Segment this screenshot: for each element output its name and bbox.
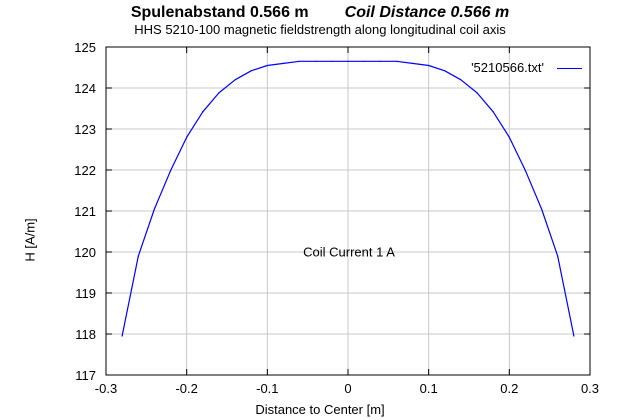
coil-current-annotation: Coil Current 1 A xyxy=(303,244,395,260)
y-tick-label: 117 xyxy=(75,368,96,383)
data-point xyxy=(137,255,139,257)
legend-swatch xyxy=(557,68,582,69)
data-point xyxy=(282,62,285,64)
data-point xyxy=(250,70,252,72)
series xyxy=(121,60,575,337)
data-point xyxy=(524,170,527,172)
data-point xyxy=(299,60,301,62)
x-axis-label: Distance to Center [m] xyxy=(255,402,385,417)
y-axis-label: H [A/m] xyxy=(22,218,38,262)
y-tick-label: 119 xyxy=(75,286,96,301)
y-tick-label: 125 xyxy=(74,40,96,55)
axis-ticks: -0.3 -0.2 -0.1 0 0.1 0.2 0.3 117 118 119 120 121 122… xyxy=(74,40,599,396)
data-point xyxy=(541,208,543,210)
data-point xyxy=(557,255,559,257)
y-tick-label: 123 xyxy=(74,122,96,137)
chart-subtitle: HHS 5210-100 magnetic fieldstrength alon… xyxy=(134,22,506,37)
data-point xyxy=(121,335,123,337)
data-point xyxy=(428,64,430,67)
x-tick-label: 0.2 xyxy=(500,381,518,396)
plot-frame xyxy=(105,46,591,376)
y-tick-label: 122 xyxy=(74,163,96,178)
data-point xyxy=(444,70,446,72)
title-german: Spulenabstand 0.566 m xyxy=(130,4,309,21)
data-point xyxy=(573,335,575,337)
y-tick-label: 120 xyxy=(74,245,96,260)
data-point xyxy=(476,92,478,94)
data-point xyxy=(218,92,220,94)
x-tick-label: 0 xyxy=(344,381,351,396)
y-tick-label: 118 xyxy=(75,327,96,342)
y-tick-label: 124 xyxy=(74,81,96,96)
data-point xyxy=(395,60,397,62)
data-point xyxy=(411,62,414,64)
x-tick-label: 0.1 xyxy=(420,381,438,396)
data-point xyxy=(508,136,510,138)
grid xyxy=(106,47,590,375)
data-point xyxy=(363,60,365,62)
data-point xyxy=(460,79,462,81)
data-point xyxy=(379,60,381,62)
data-point xyxy=(266,64,268,67)
legend-label: '5210566.txt' xyxy=(471,60,544,75)
data-point xyxy=(169,170,172,172)
data-point xyxy=(234,79,236,81)
y-tick-label: 121 xyxy=(74,204,96,219)
data-point xyxy=(202,111,204,113)
x-tick-label: -0.1 xyxy=(256,381,278,396)
data-point xyxy=(315,60,317,62)
title-english: Coil Distance 0.566 m xyxy=(344,4,510,21)
data-point xyxy=(153,208,155,210)
x-tick-label: 0.3 xyxy=(581,381,599,396)
x-tick-label: -0.3 xyxy=(95,381,117,396)
data-point xyxy=(186,136,188,138)
data-point xyxy=(347,60,349,62)
chart-title: Spulenabstand 0.566 m Coil Distance 0.566… xyxy=(0,4,640,22)
data-point xyxy=(331,60,333,62)
data-point xyxy=(492,111,494,113)
x-tick-label: -0.2 xyxy=(175,381,197,396)
